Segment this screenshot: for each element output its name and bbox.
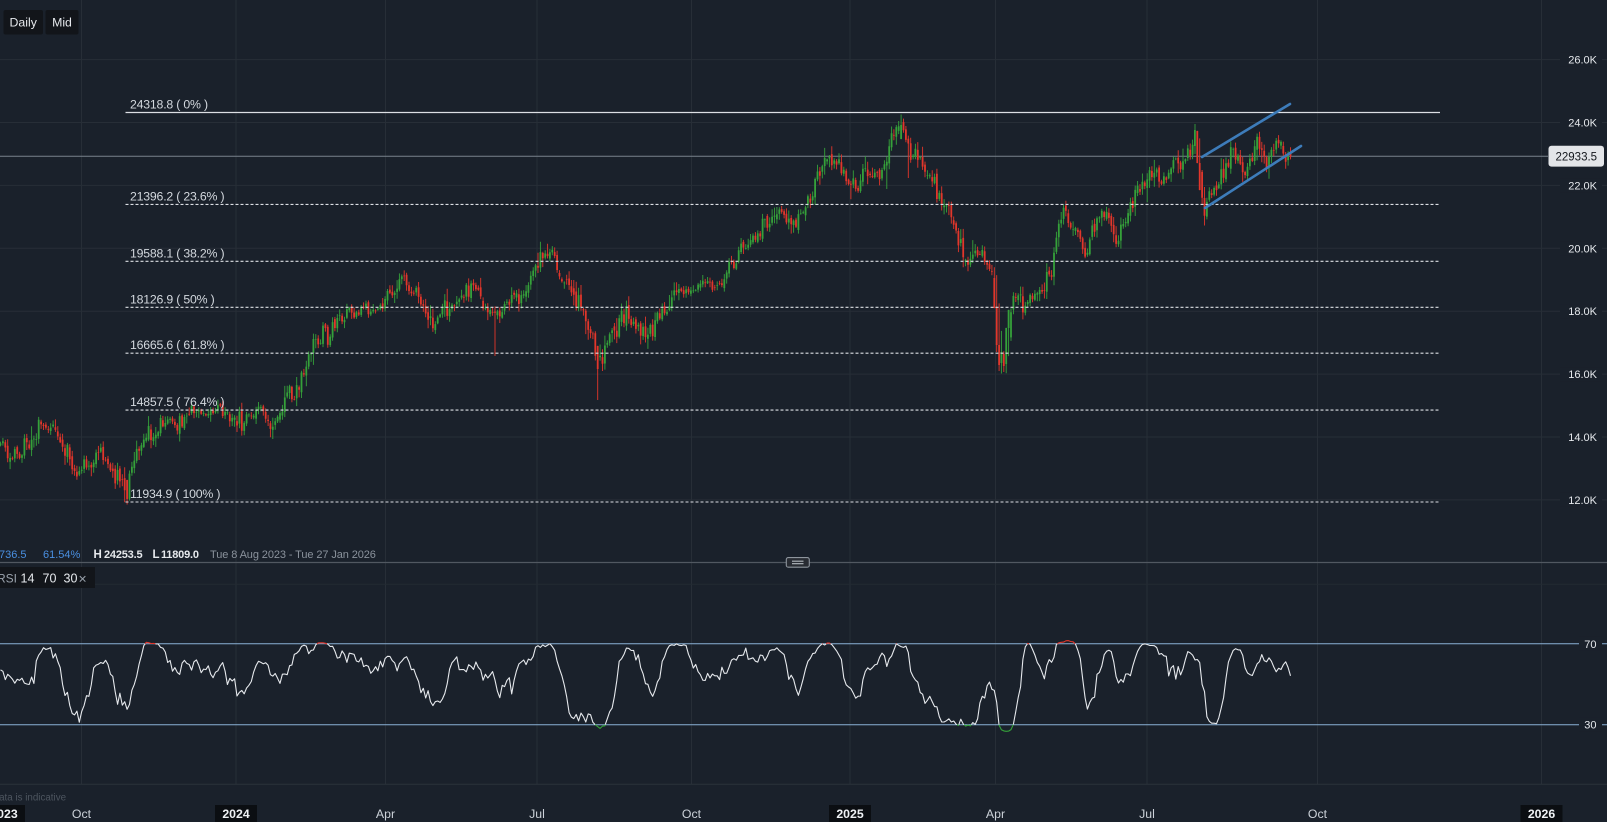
svg-text:24253.5: 24253.5 (104, 549, 142, 561)
svg-text:Apr: Apr (986, 807, 1005, 821)
svg-text:22933.5: 22933.5 (1556, 151, 1598, 163)
svg-text:2025: 2025 (836, 807, 864, 821)
svg-text:18.0K: 18.0K (1568, 306, 1597, 318)
svg-text:14: 14 (21, 572, 35, 586)
svg-text:70: 70 (1584, 639, 1596, 651)
svg-text:Daily: Daily (10, 16, 38, 30)
svg-text:20.0K: 20.0K (1568, 243, 1597, 255)
svg-text:16665.6 ( 61.8% ): 16665.6 ( 61.8% ) (130, 338, 224, 352)
svg-text:19588.1 ( 38.2% ): 19588.1 ( 38.2% ) (130, 246, 224, 260)
svg-text:26.0K: 26.0K (1568, 55, 1597, 67)
svg-text:61.54%: 61.54% (43, 549, 81, 561)
svg-text:Mid: Mid (52, 16, 72, 30)
svg-text:Oct: Oct (72, 807, 92, 821)
svg-text:22.0K: 22.0K (1568, 180, 1597, 192)
svg-text:Oct: Oct (682, 807, 702, 821)
svg-text:Oct: Oct (1308, 807, 1328, 821)
svg-text:11809.0: 11809.0 (161, 549, 199, 561)
svg-text:30: 30 (64, 572, 78, 586)
svg-text:Tue 8 Aug 2023 - Tue 27 Jan 20: Tue 8 Aug 2023 - Tue 27 Jan 2026 (210, 549, 376, 561)
svg-text:RSI: RSI (0, 572, 17, 586)
svg-text:21396.2 ( 23.6% ): 21396.2 ( 23.6% ) (130, 189, 224, 203)
svg-text:14.0K: 14.0K (1568, 432, 1597, 444)
svg-text:18126.9 ( 50% ): 18126.9 ( 50% ) (130, 292, 215, 306)
svg-text:H: H (94, 549, 102, 561)
svg-text:2024: 2024 (222, 807, 250, 821)
svg-text:Data is indicative: Data is indicative (0, 793, 67, 804)
svg-text:16.0K: 16.0K (1568, 369, 1597, 381)
svg-text:Apr: Apr (376, 807, 395, 821)
svg-text:14857.5 ( 76.4% ): 14857.5 ( 76.4% ) (130, 395, 224, 409)
svg-text:×: × (79, 571, 87, 587)
svg-text:Jul: Jul (1139, 807, 1155, 821)
svg-text:11934.9 ( 100% ): 11934.9 ( 100% ) (130, 487, 220, 501)
svg-text:Jul: Jul (529, 807, 545, 821)
svg-text:30: 30 (1584, 720, 1596, 732)
svg-text:736.5: 736.5 (0, 549, 27, 561)
svg-text:24318.8 ( 0% ): 24318.8 ( 0% ) (130, 98, 208, 112)
svg-text:70: 70 (43, 572, 57, 586)
svg-text:2023: 2023 (0, 807, 18, 821)
svg-text:L: L (153, 549, 160, 561)
svg-text:12.0K: 12.0K (1568, 495, 1597, 507)
svg-text:2026: 2026 (1528, 807, 1556, 821)
svg-text:24.0K: 24.0K (1568, 118, 1597, 130)
